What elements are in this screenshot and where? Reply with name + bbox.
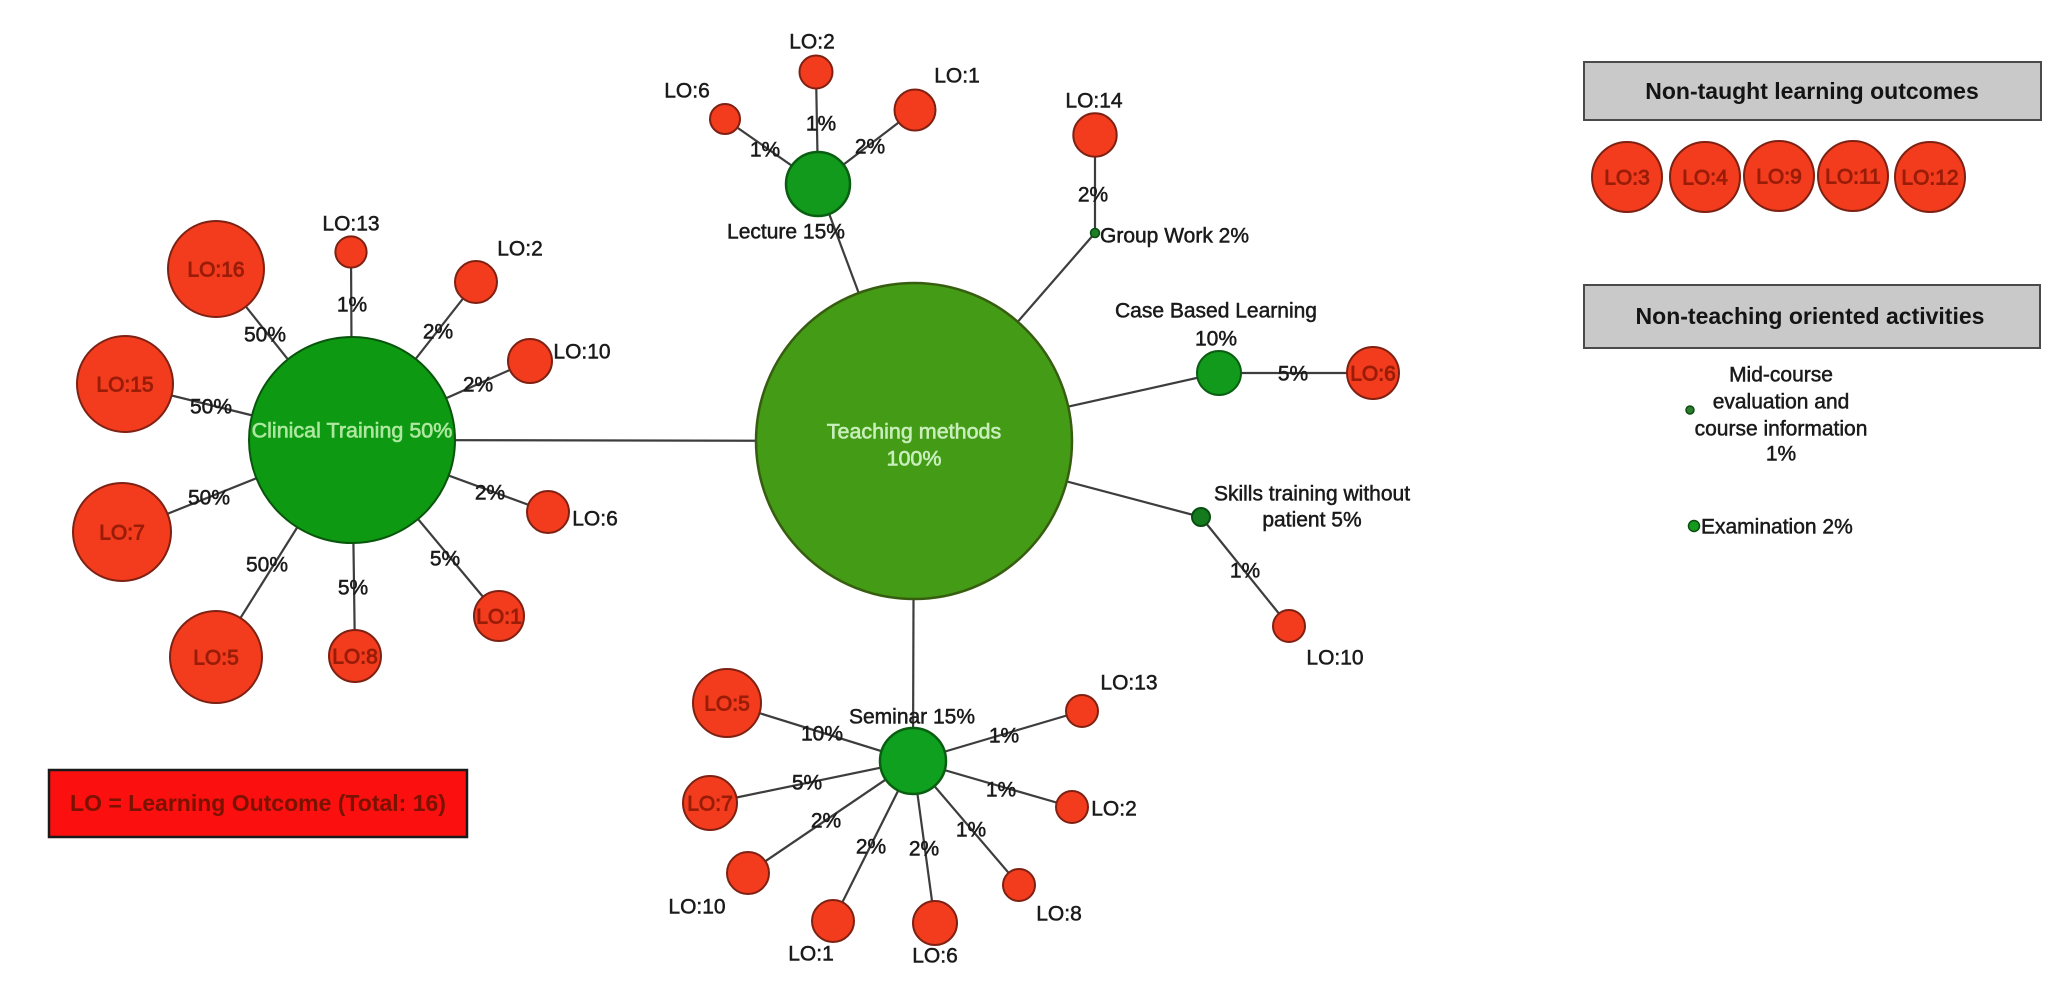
svg-text:Group Work 2%: Group Work 2% [1100,224,1249,247]
svg-text:2%: 2% [423,320,453,343]
svg-text:10%: 10% [801,722,843,745]
svg-text:LO:1: LO:1 [788,942,834,965]
svg-text:LO:6: LO:6 [1350,362,1396,385]
svg-text:LO:2: LO:2 [497,237,543,260]
svg-text:2%: 2% [856,835,886,858]
svg-text:LO:16: LO:16 [187,258,244,281]
svg-text:50%: 50% [190,395,232,418]
svg-text:LO:10: LO:10 [668,895,725,918]
svg-text:Non-taught learning outcomes: Non-taught learning outcomes [1645,78,1979,104]
svg-text:2%: 2% [909,837,939,860]
svg-text:LO:11: LO:11 [1825,165,1881,188]
svg-text:5%: 5% [1278,362,1308,385]
svg-text:1%: 1% [1766,442,1796,465]
svg-text:Mid-course: Mid-course [1729,363,1833,386]
svg-text:2%: 2% [1078,183,1108,206]
svg-text:LO:8: LO:8 [332,645,378,668]
svg-text:LO:5: LO:5 [704,692,750,715]
svg-text:LO:6: LO:6 [912,944,958,967]
svg-text:Skills training without: Skills training without [1214,482,1410,505]
svg-text:LO = Learning Outcome (Total:: LO = Learning Outcome (Total: 16) [70,790,446,816]
svg-text:1%: 1% [337,293,367,316]
svg-text:Case Based Learning: Case Based Learning [1115,299,1317,322]
svg-text:LO:4: LO:4 [1682,166,1728,189]
svg-text:50%: 50% [246,553,288,576]
svg-text:Non-teaching oriented activiti: Non-teaching oriented activities [1636,303,1985,329]
svg-text:LO:1: LO:1 [934,64,980,87]
svg-text:LO:10: LO:10 [553,340,610,363]
svg-text:LO:6: LO:6 [572,507,618,530]
svg-text:LO:6: LO:6 [664,79,710,102]
svg-text:1%: 1% [986,778,1016,801]
svg-text:LO:3: LO:3 [1604,166,1650,189]
svg-text:Clinical Training 50%: Clinical Training 50% [252,419,453,443]
svg-text:LO:15: LO:15 [96,373,153,396]
svg-text:2%: 2% [475,481,505,504]
svg-text:10%: 10% [1195,327,1237,350]
svg-text:LO:5: LO:5 [193,646,239,669]
svg-text:LO:13: LO:13 [322,212,379,235]
svg-text:Seminar 15%: Seminar 15% [849,705,975,728]
svg-text:100%: 100% [887,447,942,471]
svg-text:LO:2: LO:2 [1091,797,1137,820]
svg-text:Lecture 15%: Lecture 15% [727,220,845,243]
svg-text:5%: 5% [338,576,368,599]
svg-text:50%: 50% [244,323,286,346]
svg-text:50%: 50% [188,486,230,509]
svg-text:LO:7: LO:7 [99,521,145,544]
svg-text:1%: 1% [1230,559,1260,582]
svg-text:2%: 2% [811,809,841,832]
svg-text:5%: 5% [792,771,822,794]
svg-text:LO:10: LO:10 [1306,646,1363,669]
svg-text:2%: 2% [855,135,885,158]
svg-text:5%: 5% [430,547,460,570]
svg-text:evaluation and: evaluation and [1713,390,1850,413]
svg-text:course information: course information [1695,417,1868,440]
svg-text:2%: 2% [463,373,493,396]
svg-text:LO:7: LO:7 [687,792,733,815]
svg-text:1%: 1% [750,138,780,161]
svg-text:patient 5%: patient 5% [1262,508,1361,531]
svg-text:Teaching methods: Teaching methods [827,420,1002,444]
svg-text:1%: 1% [806,112,836,135]
svg-text:LO:14: LO:14 [1065,89,1123,112]
svg-text:LO:9: LO:9 [1756,165,1802,188]
svg-text:1%: 1% [989,724,1019,747]
svg-text:LO:13: LO:13 [1100,671,1157,694]
svg-text:Examination 2%: Examination 2% [1701,515,1853,538]
svg-text:LO:12: LO:12 [1901,166,1958,189]
svg-text:LO:1: LO:1 [476,605,522,628]
svg-text:LO:8: LO:8 [1036,902,1082,925]
svg-text:LO:2: LO:2 [789,30,835,53]
svg-text:1%: 1% [956,818,986,841]
